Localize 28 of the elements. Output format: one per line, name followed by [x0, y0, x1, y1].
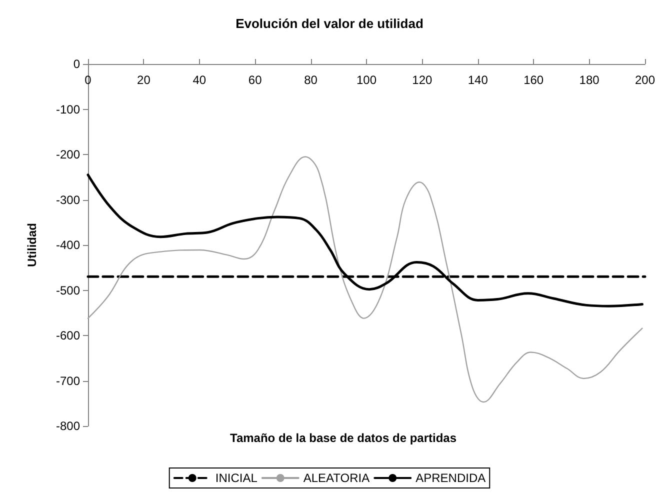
- x-tick-label: 120: [412, 73, 433, 87]
- x-tick-label: 40: [192, 73, 206, 87]
- x-tick-label: 20: [137, 73, 151, 87]
- legend-label: INICIAL: [215, 471, 258, 485]
- y-tick-label: -500: [56, 283, 80, 298]
- y-tick-label: -300: [56, 192, 80, 207]
- y-tick-label: -100: [56, 102, 80, 116]
- x-tick-label: 60: [248, 73, 262, 87]
- y-tick-label: -700: [56, 374, 80, 388]
- y-tick-label: -200: [56, 148, 80, 162]
- x-tick-label: 0: [84, 73, 92, 87]
- y-tick-label: -800: [56, 419, 80, 433]
- x-tick-label: 160: [524, 73, 544, 87]
- x-tick-label: 80: [304, 73, 318, 87]
- y-axis-title: Utilidad: [25, 223, 39, 267]
- x-axis-title: Tamaño de la base de datos de partidas: [230, 431, 457, 445]
- x-tick-label: 200: [634, 73, 656, 87]
- y-tick-label: -600: [56, 328, 80, 342]
- line-series: [87, 156, 643, 403]
- y-tick-label: -400: [56, 238, 80, 252]
- chart-title: Evolución del valor de utilidad: [236, 16, 424, 31]
- x-tick-label: 140: [468, 73, 488, 87]
- y-tick-label: 0: [73, 57, 80, 71]
- legend-label: APRENDIDA: [416, 471, 486, 485]
- x-tick-label: 180: [579, 73, 600, 87]
- x-tick-label: 100: [356, 73, 377, 87]
- line-series: [86, 174, 644, 308]
- legend-label: ALEATORIA: [303, 471, 370, 485]
